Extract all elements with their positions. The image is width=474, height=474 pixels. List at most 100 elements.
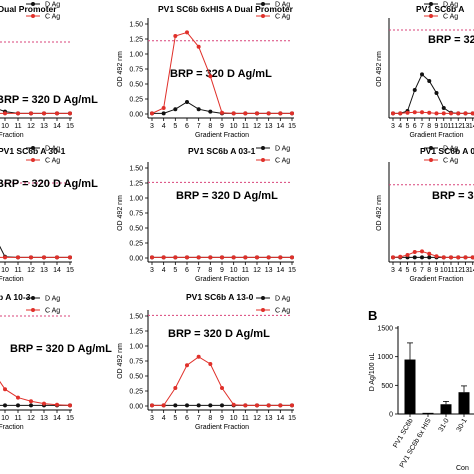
series-line-d-ag [393,73,474,114]
data-point-c-ag [255,255,259,260]
legend: D Ag C Ag [256,296,290,315]
legend-swatch-marker [429,158,433,162]
data-point-c-ag [231,111,236,116]
data-point-c-ag [255,403,259,408]
bar [458,392,470,414]
data-point-c-ag [68,255,72,260]
data-point-c-ag [173,255,178,260]
y-axis-label: OD 492 nm [117,195,124,231]
data-point-c-ag [173,386,178,390]
legend-swatch-marker [429,2,433,6]
data-point-d-ag [185,100,189,104]
data-point-c-ag [42,255,46,260]
chart-panel-3: PV1 SC6b A3456789101112131415Gradient Fr… [376,2,474,139]
y-tick-label: 0.50 [129,82,143,89]
legend-swatch-marker [429,146,433,150]
x-tick-label: 12 [454,267,462,274]
x-tick-label: 11 [242,123,249,130]
data-point-c-ag [441,111,446,116]
x-tick-label: 12 [27,267,35,274]
panel-letter: B [368,308,377,323]
data-point-c-ag [208,74,213,79]
x-tick-label: 14 [53,123,61,130]
y-tick-label: 1.50 [129,314,143,321]
legend-swatch-marker [31,308,35,312]
x-tick-label: 12 [454,123,462,130]
x-axis-label: Gradient Fraction [195,424,249,431]
data-point-d-ag [427,255,432,260]
data-point-c-ag [150,111,154,116]
x-tick-label: 5 [173,415,177,422]
data-point-c-ag [470,111,474,116]
x-tick-label: 6 [413,123,417,130]
data-point-d-ag [161,111,166,116]
x-tick-label: 3 [391,267,395,274]
x-axis-label: Gradient Fraction [409,276,463,283]
data-point-d-ag [441,106,446,110]
data-point-c-ag [231,255,236,260]
x-tick-label: 7 [197,123,201,130]
data-point-c-ag [42,401,46,406]
legend-entry: D Ag [45,296,60,303]
x-tick-label: 13 [462,123,470,130]
data-point-c-ag [185,363,189,368]
data-point-d-ag [434,91,439,95]
data-point-c-ag [196,354,201,359]
data-point-c-ag [255,111,259,116]
y-tick-label: 0.75 [129,67,143,74]
legend-entry: D Ag [443,2,458,9]
x-tick-label: 6 [185,123,189,130]
legend-entry: C Ag [275,308,290,315]
legend-entry: C Ag [45,158,60,165]
data-point-c-ag [427,110,432,115]
y-tick-label: 1.25 [129,329,143,336]
data-point-c-ag [173,34,178,38]
series-line-c-ag [0,380,71,406]
y-tick-label: 0.00 [129,256,143,263]
x-tick-label: 8 [208,267,212,274]
y-axis-label: OD 492 nm [117,51,124,87]
x-tick-label: 7 [420,123,424,130]
data-point-c-ag [290,111,294,116]
legend-swatch-marker [261,14,265,18]
y-axis-label: D Ag/100 uL [369,353,376,392]
x-tick-label: 13 [265,415,273,422]
data-point-c-ag [161,255,166,260]
data-point-c-ag [278,403,283,408]
x-tick-label: 10 [1,267,9,274]
x-tick-label: 12 [253,415,261,422]
x-tick-label: 14 [276,415,284,422]
legend-entry: D Ag [275,2,290,9]
series-line-c-ag [152,356,292,406]
x-tick-label: 13 [462,267,470,274]
data-point-c-ag [220,386,224,390]
data-point-c-ag [161,106,166,110]
legend-entry: C Ag [443,158,458,165]
x-axis-label: Gradient Fraction [195,132,249,139]
data-point-c-ag [463,111,468,116]
data-point-c-ag [55,111,59,116]
bar [440,404,452,414]
chart-panel-6: PV1 SC6b A 03456789101112131415Gradient … [376,146,474,283]
series-line-d-ag [0,245,70,258]
y-axis-label: OD 492 nm [376,51,383,87]
x-tick-label: 7 [420,267,424,274]
x-tick-label: 12 [253,123,261,130]
data-point-c-ag [68,403,72,408]
series-line-d-ag [0,109,70,114]
legend: D Ag C Ag [26,2,60,21]
legend: D Ag C Ag [424,146,458,165]
legend-entry: C Ag [443,14,458,21]
legend-swatch-marker [261,2,265,6]
data-point-d-ag [173,403,178,408]
x-tick-label: 10 [440,123,448,130]
x-tick-label: 15 [288,123,296,130]
x-tick-label: 14 [469,267,474,274]
chart-panel-8: PV1 SC6b A 13-0 3 4 5 6 7 8 9 10 11 12 13 14 15 Gradie… [117,292,296,431]
legend: D Ag C Ag [256,146,290,165]
x-tick-label: 3 [391,123,395,130]
data-point-c-ag [398,254,403,259]
data-point-c-ag [266,255,271,260]
y-tick-label: 0.75 [129,211,143,218]
data-point-c-ag [420,110,424,115]
